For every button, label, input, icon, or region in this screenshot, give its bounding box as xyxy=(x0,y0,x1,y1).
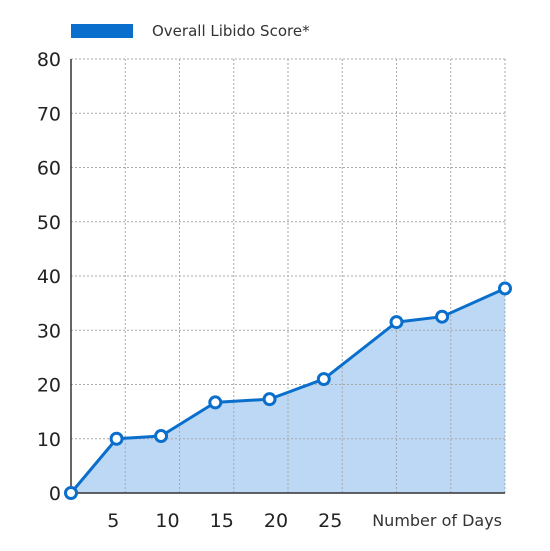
x-tick-label: 25 xyxy=(318,510,342,532)
y-tick-label: 20 xyxy=(37,375,61,397)
y-tick-label: 40 xyxy=(37,266,61,288)
legend-label: Overall Libido Score* xyxy=(152,22,310,40)
data-point xyxy=(109,431,124,446)
data-point xyxy=(498,281,512,296)
y-tick-label: 60 xyxy=(37,158,61,180)
data-point xyxy=(316,372,331,387)
data-point xyxy=(262,392,277,407)
y-tick-label: 50 xyxy=(37,212,61,234)
y-tick-label: 80 xyxy=(37,49,61,71)
x-axis-title: Number of Days xyxy=(372,511,502,530)
y-tick-label: 0 xyxy=(49,483,61,505)
x-tick-label: 20 xyxy=(264,510,288,532)
legend-swatch xyxy=(71,24,133,38)
data-point xyxy=(208,395,223,410)
data-point xyxy=(389,315,404,330)
data-point xyxy=(64,486,78,500)
data-point xyxy=(435,309,450,324)
x-tick-label: 15 xyxy=(210,510,234,532)
x-tick-label: 10 xyxy=(155,510,179,532)
legend-graphic: Overall Libido Score* xyxy=(71,22,310,40)
y-tick-label: 30 xyxy=(37,320,61,342)
x-tick-label: 5 xyxy=(107,510,119,532)
data-point xyxy=(154,429,169,444)
y-tick-label: 10 xyxy=(37,429,61,451)
y-tick-label: 70 xyxy=(37,103,61,125)
